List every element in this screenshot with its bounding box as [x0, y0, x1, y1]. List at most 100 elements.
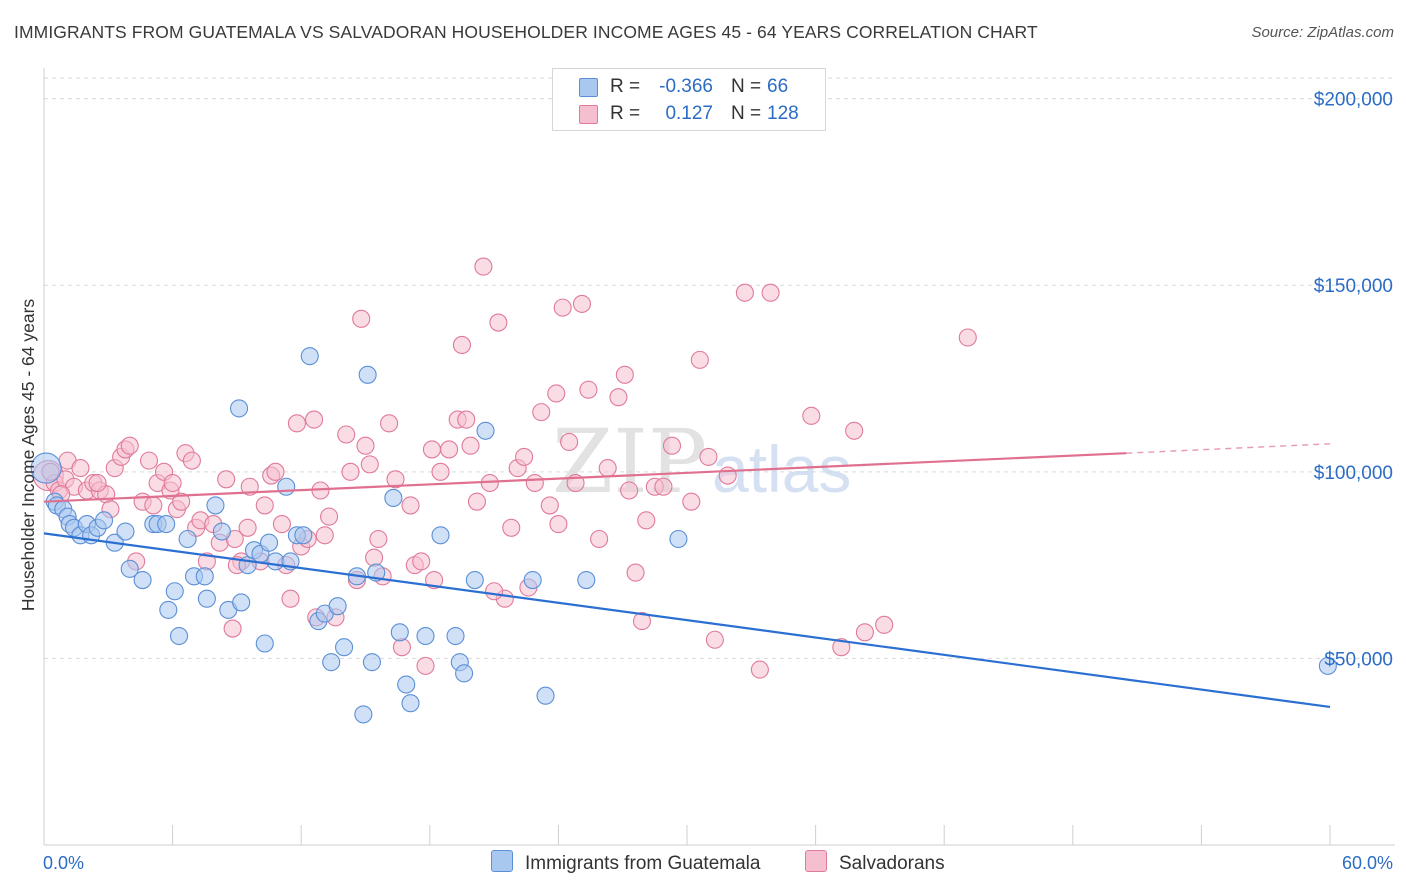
- salvadoran-point: [341, 462, 360, 481]
- guatemala-point: [30, 452, 62, 484]
- guatemala-point: [536, 686, 555, 705]
- salvadoran-point: [452, 335, 472, 355]
- guatemala-point: [159, 600, 178, 619]
- salvadoran-point: [360, 455, 379, 474]
- guatemala-point: [354, 705, 373, 724]
- guatemala-point: [197, 589, 216, 608]
- salvadoran-point: [761, 283, 780, 302]
- r-value: 0.127: [665, 103, 713, 124]
- guatemala-point: [195, 567, 214, 586]
- salvadoran-point: [553, 298, 572, 317]
- guatemala-point: [362, 653, 381, 672]
- guatemala-point: [300, 347, 319, 366]
- salvadoran-point: [182, 451, 201, 470]
- salvadoran-point: [547, 384, 566, 403]
- source-label: Source: ZipAtlas.com: [1251, 24, 1394, 41]
- guatemala-point: [358, 365, 377, 384]
- salvadoran-point: [223, 619, 242, 638]
- guatemala-point: [577, 570, 596, 590]
- salvadoran-point: [632, 612, 652, 631]
- legend-swatch-blue: [491, 850, 513, 872]
- guatemala-point: [431, 526, 450, 545]
- salvadoran-point: [356, 436, 375, 455]
- n-label: N =: [731, 103, 762, 124]
- n-value: 66: [767, 76, 789, 97]
- salvadoran-point: [626, 563, 645, 582]
- salvadoran-point: [699, 447, 718, 466]
- salvadoran-point: [238, 518, 257, 537]
- y-tick-label: $150,000: [1314, 276, 1393, 297]
- salvadoran-point: [855, 623, 874, 642]
- guatemala-point: [669, 529, 688, 549]
- salvadoran-point: [392, 638, 411, 657]
- guatemala-point: [476, 421, 495, 440]
- salvadoran-point: [474, 257, 493, 276]
- salvadoran-point: [467, 492, 487, 511]
- salvadoran-point: [579, 380, 598, 399]
- trend-line-salvadorans-extension: [1126, 443, 1331, 454]
- salvadoran-point: [515, 447, 534, 466]
- salvadoran-point: [525, 473, 544, 493]
- salvadoran-point: [425, 570, 444, 590]
- guatemala-point: [455, 664, 474, 683]
- blue-swatch: [579, 78, 598, 97]
- salvadoran-point: [958, 328, 977, 347]
- salvadoran-point: [461, 436, 480, 455]
- salvadoran-point: [662, 436, 682, 455]
- guatemala-point: [277, 477, 296, 496]
- salvadoran-point: [875, 615, 894, 634]
- salvadoran-point: [590, 529, 609, 549]
- salvadoran-point: [682, 492, 701, 511]
- salvadoran-point: [217, 470, 236, 489]
- salvadoran-point: [832, 638, 851, 657]
- r-label: R =: [610, 76, 641, 97]
- guatemala-point: [212, 522, 231, 541]
- guatemala-point: [322, 653, 341, 672]
- series-guatemala: [30, 347, 1337, 724]
- salvadoran-point: [240, 477, 259, 496]
- guatemala-point: [397, 675, 416, 694]
- salvadoran-point: [416, 656, 435, 675]
- n-label: N =: [731, 76, 762, 97]
- y-axis-tick-labels: $50,000 $100,000 $150,000 $200,000: [1314, 90, 1393, 671]
- guatemala-point: [446, 626, 465, 646]
- guatemala-point: [259, 533, 279, 552]
- salvadoran-point: [337, 425, 356, 444]
- salvadoran-point: [380, 414, 399, 433]
- salvadoran-point: [431, 462, 450, 481]
- guatemala-point: [335, 638, 354, 657]
- guatemala-point: [229, 399, 249, 418]
- n-value: 128: [767, 103, 799, 124]
- legend-label: Immigrants from Guatemala: [525, 853, 761, 874]
- salvadoran-point: [540, 496, 559, 515]
- guatemala-point: [401, 694, 420, 713]
- salvadoran-point: [654, 477, 673, 496]
- trend-line-salvadorans: [43, 452, 1127, 503]
- salvadoran-point: [609, 388, 628, 407]
- salvadoran-point: [315, 526, 334, 545]
- salvadoran-point: [549, 515, 568, 534]
- salvadoran-point: [365, 548, 384, 567]
- salvadoran-point: [690, 350, 709, 369]
- guatemala-point: [523, 570, 542, 590]
- salvadoran-point: [386, 470, 405, 489]
- guatemala-point: [266, 552, 285, 571]
- salvadoran-point: [352, 309, 371, 328]
- guatemala-point: [416, 626, 435, 646]
- guatemala-point: [178, 529, 197, 549]
- legend-item-salvadorans: Salvadorans: [805, 850, 945, 875]
- salvadoran-point: [532, 403, 551, 422]
- salvadoran-point: [718, 466, 737, 485]
- guatemala-point: [384, 488, 403, 508]
- y-tick-label: $200,000: [1314, 90, 1393, 111]
- guatemala-point: [157, 515, 176, 534]
- trend-line-guatemala: [43, 532, 1331, 709]
- salvadoran-point: [502, 518, 521, 537]
- salvadoran-point: [457, 410, 476, 429]
- salvadoran-point: [598, 459, 617, 478]
- guatemala-point: [1318, 656, 1337, 675]
- salvadoran-point: [120, 436, 139, 455]
- salvadoran-point: [172, 492, 191, 511]
- salvadoran-point: [705, 630, 724, 649]
